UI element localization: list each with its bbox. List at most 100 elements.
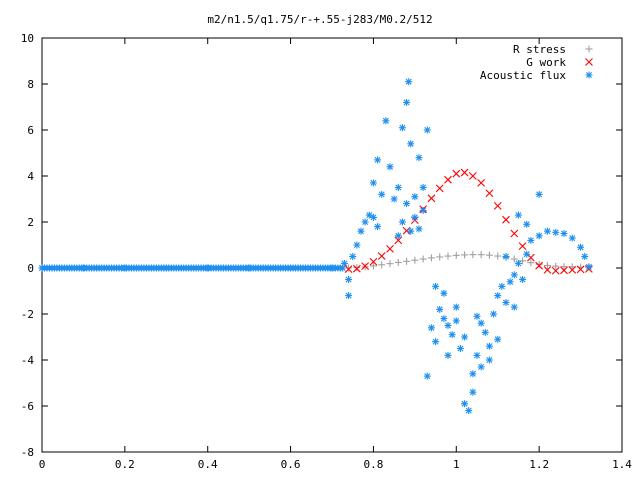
data-point xyxy=(435,184,444,193)
legend-label: R stress xyxy=(513,43,566,56)
data-point xyxy=(577,243,585,251)
data-point xyxy=(510,303,518,311)
data-point xyxy=(349,253,357,260)
data-point xyxy=(394,232,402,240)
data-point xyxy=(405,78,413,86)
data-point xyxy=(502,215,510,224)
data-point xyxy=(523,220,531,228)
x-tick-label: 1.2 xyxy=(529,458,549,471)
data-point xyxy=(432,282,440,290)
data-point xyxy=(452,169,461,178)
data-point xyxy=(419,184,427,191)
data-point xyxy=(506,278,514,286)
data-point xyxy=(353,264,361,272)
data-point xyxy=(79,264,87,272)
series-acoustic-flux-baseline xyxy=(38,264,347,272)
data-point xyxy=(415,154,423,162)
data-point xyxy=(485,189,494,198)
data-point xyxy=(407,140,415,148)
data-point xyxy=(498,282,506,290)
legend-label: Acoustic flux xyxy=(480,69,566,82)
data-point xyxy=(510,271,518,279)
data-point xyxy=(369,179,377,187)
data-point xyxy=(440,289,448,297)
data-point xyxy=(468,172,477,180)
y-tick-label: 8 xyxy=(27,78,34,91)
data-point xyxy=(510,255,518,263)
data-point xyxy=(353,241,361,249)
data-point xyxy=(493,202,502,210)
data-point xyxy=(477,251,485,259)
data-point xyxy=(543,261,551,269)
axis-tick-labels: 0 0.2 0.4 0.6 0.8 1 1.2 1.4 10 8 6 4 2 0 -2 -4 -6 -8 xyxy=(21,32,633,471)
data-point xyxy=(518,242,527,251)
data-point xyxy=(345,264,353,272)
data-point xyxy=(394,184,402,191)
data-point xyxy=(461,251,469,259)
data-point xyxy=(423,126,431,134)
data-point xyxy=(419,255,427,263)
data-point xyxy=(485,251,493,259)
data-point xyxy=(436,305,444,313)
data-point xyxy=(340,259,348,267)
data-point xyxy=(527,259,535,267)
series-acoustic-flux xyxy=(38,78,593,415)
data-point xyxy=(287,264,295,272)
data-point xyxy=(328,264,336,272)
chart-title: m2/n1.5/q1.75/r-+.55-j283/M0.2/512 xyxy=(207,13,432,26)
data-point xyxy=(494,252,502,260)
data-point xyxy=(452,251,460,259)
data-point xyxy=(527,236,535,244)
plot-border xyxy=(41,37,623,453)
data-point xyxy=(245,264,253,272)
y-tick-label: -2 xyxy=(21,308,34,321)
data-point xyxy=(369,262,377,270)
y-tick-label: -6 xyxy=(21,400,34,413)
data-point xyxy=(568,234,576,242)
data-point xyxy=(390,195,398,203)
data-point xyxy=(419,207,427,214)
data-point xyxy=(581,253,589,260)
x-tick-label: 1.4 xyxy=(612,458,632,471)
data-point xyxy=(473,312,481,320)
data-point xyxy=(535,232,543,240)
data-point xyxy=(535,261,544,270)
data-point xyxy=(585,263,593,271)
data-point xyxy=(440,315,448,323)
y-tick-label: -8 xyxy=(21,446,34,459)
data-point xyxy=(560,266,568,275)
data-point xyxy=(432,338,440,346)
data-point xyxy=(481,328,489,336)
data-point xyxy=(357,227,365,235)
data-point xyxy=(411,213,419,221)
data-point xyxy=(568,265,577,274)
data-point xyxy=(411,256,419,264)
data-point xyxy=(477,363,485,371)
data-point xyxy=(444,252,452,260)
data-point xyxy=(494,335,502,343)
data-point xyxy=(485,356,493,364)
data-point xyxy=(469,388,477,396)
data-point xyxy=(560,230,568,237)
data-point xyxy=(403,98,411,106)
data-point xyxy=(494,292,502,300)
data-point xyxy=(461,400,469,408)
series-r-stress xyxy=(345,251,593,272)
data-point xyxy=(444,175,452,184)
data-point xyxy=(423,372,431,380)
data-point xyxy=(469,251,477,259)
data-point xyxy=(436,253,444,261)
x-tick-label: 0.4 xyxy=(198,458,218,471)
data-point xyxy=(552,228,560,236)
data-point xyxy=(523,250,531,258)
data-point xyxy=(345,276,353,283)
x-tick-label: 0.8 xyxy=(363,458,383,471)
data-point xyxy=(444,351,452,359)
data-point xyxy=(560,263,568,271)
data-point xyxy=(535,190,543,198)
data-point xyxy=(427,254,435,262)
y-tick-label: 0 xyxy=(27,262,34,275)
data-point xyxy=(403,257,411,265)
